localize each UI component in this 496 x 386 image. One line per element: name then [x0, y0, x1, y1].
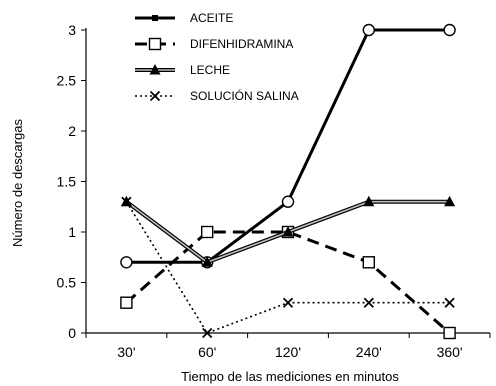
data-point: [120, 296, 133, 309]
legend: ACEITE DIFENHIDRAMINA LECHE SOLUCIÓN SALINA: [135, 11, 299, 103]
y-tick-label: 0: [68, 325, 76, 341]
x-tick-label: 360': [437, 344, 463, 360]
data-point: [444, 195, 456, 207]
data-point: [202, 327, 213, 339]
x-tick-label: 60': [198, 344, 216, 360]
data-point: [443, 326, 456, 340]
legend-marker: [148, 37, 162, 51]
x-tick-label: 240': [356, 344, 382, 360]
y-tick-label: 1.5: [57, 174, 77, 190]
legend-label: ACEITE: [190, 11, 233, 25]
data-point: [362, 256, 375, 269]
data-point: [282, 226, 294, 237]
x-axis-title: Tiempo de las mediciones en minutos: [181, 369, 399, 384]
axes: 0 0.5 1 1.5 2 2.5 3 30' 60' 120' 240' 360': [57, 22, 491, 360]
series-aceite: [120, 23, 456, 269]
series-line: [125, 230, 451, 335]
series-soluci-n-salina: [121, 196, 455, 339]
legend-marker: [149, 90, 161, 102]
legend-label: DIFENHIDRAMINA: [190, 37, 293, 51]
y-axis-title: Número de descargas: [10, 119, 25, 247]
legend-label: SOLUCIÓN SALINA: [190, 88, 299, 103]
y-tick-label: 2.5: [57, 73, 77, 89]
legend-item-leche: LECHE: [135, 63, 230, 77]
data-point: [200, 225, 214, 239]
series-layer: [120, 23, 456, 340]
data-point: [121, 196, 132, 207]
y-tick-label: 1: [68, 224, 76, 240]
data-point: [443, 23, 456, 37]
y-tick-label: 0.5: [57, 275, 77, 291]
series-leche: [120, 195, 456, 267]
data-point: [282, 297, 294, 308]
x-tick-label: 30': [117, 344, 135, 360]
legend-label: LECHE: [190, 63, 230, 77]
legend-marker: [149, 64, 161, 75]
data-point: [363, 297, 374, 308]
data-point: [120, 256, 133, 269]
legend-item-difenhidramina: DIFENHIDRAMINA: [135, 37, 293, 51]
series-line: [125, 201, 450, 334]
legend-item-soluci-n-salina: SOLUCIÓN SALINA: [135, 88, 299, 103]
data-point: [201, 256, 213, 267]
data-point: [362, 23, 375, 37]
data-point: [363, 195, 375, 207]
data-point: [444, 297, 455, 308]
legend-marker: [152, 15, 158, 21]
data-point: [281, 195, 295, 208]
x-tick-label: 120': [275, 344, 301, 360]
series-difenhidramina: [120, 225, 456, 340]
legend-item-aceite: ACEITE: [135, 11, 233, 25]
y-tick-label: 3: [68, 22, 76, 38]
y-tick-label: 2: [68, 123, 76, 139]
